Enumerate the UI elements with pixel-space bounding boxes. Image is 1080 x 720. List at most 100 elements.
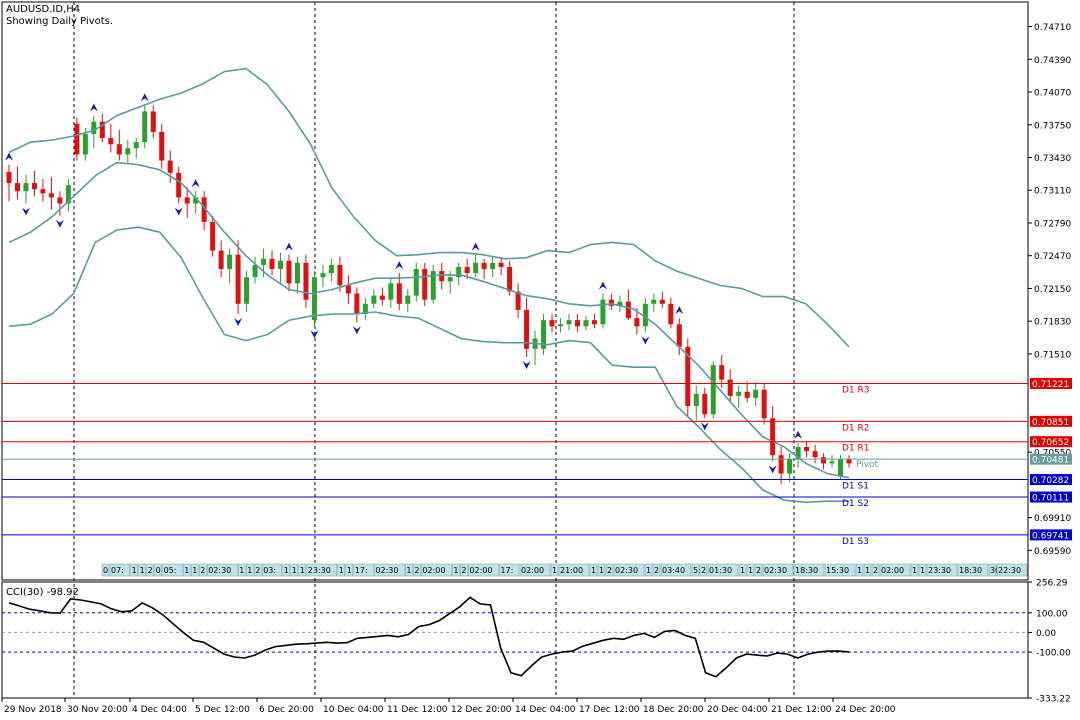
session-marker	[101, 563, 110, 577]
candle-bearish	[40, 189, 46, 194]
candle-bearish	[159, 131, 165, 161]
subtitle-label: Showing Daily Pivots.	[6, 16, 114, 27]
session-marker-label: 02:30	[375, 566, 398, 575]
session-marker	[613, 563, 645, 577]
candle-bullish	[787, 459, 793, 474]
candle-bearish	[770, 418, 776, 456]
time-tick-label: 24 Dec 20:00	[835, 705, 896, 715]
candle-bearish	[379, 295, 385, 300]
candle-bearish	[549, 320, 555, 327]
candle-bearish	[591, 320, 597, 325]
candle-bearish	[201, 197, 207, 222]
fractal-up-arrow	[598, 281, 607, 290]
session-marker-label: 01:30	[709, 566, 732, 575]
price-tick-label: 0.71830	[1034, 318, 1071, 328]
time-tick-label: 17 Dec 12:00	[579, 705, 640, 715]
candle-bullish	[600, 299, 606, 325]
candle-bearish	[464, 266, 470, 274]
session-marker	[519, 563, 551, 577]
pivot-name-label: D1 R3	[842, 385, 870, 395]
pivot-price-label: 0.70652	[1032, 438, 1069, 448]
session-marker	[871, 563, 880, 577]
candle-bearish	[515, 291, 521, 310]
candle-bearish	[422, 269, 428, 300]
candle-bullish	[736, 391, 742, 396]
candle-bullish	[753, 389, 759, 398]
candle-bullish	[142, 111, 148, 143]
pivot-price-label: 0.71221	[1032, 380, 1069, 390]
candle-bullish	[362, 303, 368, 315]
session-marker-label: 1	[453, 566, 458, 575]
session-marker-label: 0	[156, 566, 161, 575]
cci-tick-label: -100.00	[1036, 649, 1071, 659]
pivot-price-label: 0.70111	[1032, 494, 1069, 504]
session-marker	[879, 563, 911, 577]
candle-bearish	[150, 111, 156, 132]
candle-bearish	[846, 459, 852, 464]
candle-bullish	[710, 365, 716, 415]
candle-bearish	[286, 260, 292, 284]
candle-bearish	[439, 271, 445, 282]
session-marker-label: 2	[200, 566, 205, 575]
session-marker	[306, 563, 338, 577]
time-tick-label: 4 Dec 04:00	[132, 705, 187, 715]
candle-bearish	[337, 264, 343, 286]
candle-bearish	[727, 379, 733, 396]
session-marker	[405, 563, 413, 577]
candle-bullish	[558, 324, 564, 327]
session-marker-label: 02:00	[422, 566, 445, 575]
time-tick-label: 29 Nov 2018	[4, 705, 62, 715]
candle-bearish	[719, 365, 725, 380]
session-marker-label: 1	[748, 566, 753, 575]
session-marker	[154, 563, 162, 577]
session-marker	[345, 563, 354, 577]
candle-bearish	[303, 262, 309, 300]
session-marker	[550, 563, 559, 577]
pivot-price-label: 0.70481	[1032, 456, 1069, 466]
session-marker-label: 1	[247, 566, 252, 575]
fractal-up-arrow	[285, 242, 293, 251]
session-marker	[691, 563, 700, 577]
session-marker-label: 2	[255, 566, 260, 575]
session-marker	[374, 563, 405, 577]
price-tick-label: 0.73110	[1034, 187, 1071, 197]
candle-bearish	[821, 457, 827, 464]
candle-bullish	[65, 185, 71, 204]
session-marker	[130, 563, 138, 577]
session-marker-label: 1	[920, 566, 925, 575]
candle-bearish	[634, 318, 640, 327]
session-marker	[918, 563, 927, 577]
session-marker-label: 02:30	[764, 566, 787, 575]
session-marker	[499, 563, 520, 577]
candle-bearish	[608, 299, 614, 306]
candle-bullish	[227, 254, 233, 270]
session-marker	[452, 563, 460, 577]
candle-bullish	[473, 262, 479, 274]
candle-bearish	[778, 455, 784, 474]
candle-bearish	[804, 447, 810, 452]
candle-bearish	[574, 320, 580, 327]
session-marker-label: 02:00	[521, 566, 544, 575]
session-marker-label: 02:30	[208, 566, 231, 575]
session-marker	[660, 563, 692, 577]
cci-tick-label: -333.22	[1036, 695, 1071, 705]
candle-bullish	[447, 277, 453, 282]
session-marker	[253, 563, 262, 577]
candle-bearish	[524, 309, 530, 349]
price-tick-label: 0.72150	[1034, 285, 1071, 295]
candle-bullish	[371, 295, 377, 304]
price-tick-label: 0.72470	[1034, 252, 1071, 262]
session-marker	[589, 563, 598, 577]
session-marker	[109, 563, 130, 577]
session-marker	[926, 563, 958, 577]
fractal-down-arrow	[21, 207, 30, 216]
price-tick-label: 0.73750	[1034, 121, 1071, 131]
session-marker-label: 22:30	[998, 566, 1021, 575]
candle-bearish	[48, 193, 54, 198]
candle-bullish	[405, 295, 411, 304]
price-tick-label: 0.69910	[1034, 514, 1071, 524]
fractal-up-arrow	[5, 152, 13, 161]
session-marker-label: 2	[756, 566, 761, 575]
session-marker	[957, 563, 989, 577]
